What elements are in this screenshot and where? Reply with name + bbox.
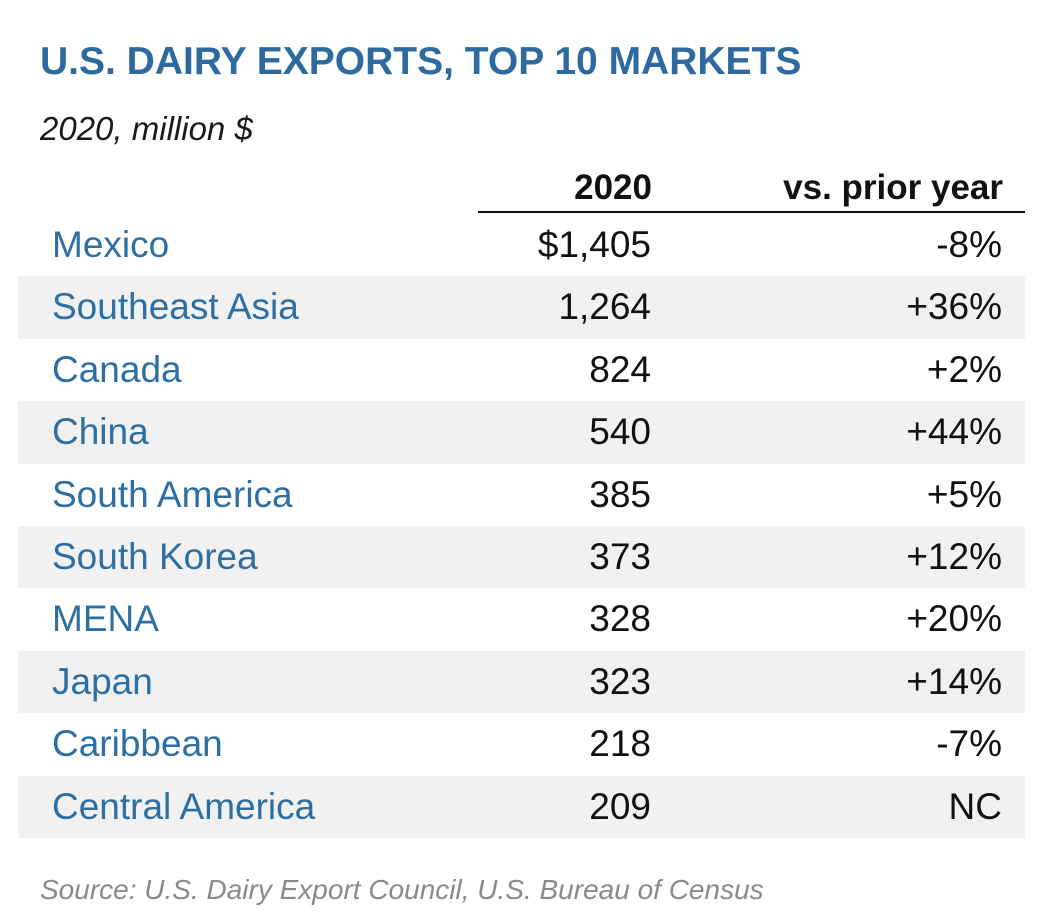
table-row: Caribbean 218 -7% bbox=[18, 713, 1025, 775]
export-value: 209 bbox=[589, 785, 651, 827]
change-vs-prior-year: +12% bbox=[906, 535, 1002, 577]
header-divider bbox=[478, 211, 1025, 213]
table-row: China 540 +44% bbox=[18, 401, 1025, 464]
table-row: Southeast Asia 1,264 +36% bbox=[18, 276, 1025, 339]
export-value: 1,264 bbox=[558, 286, 651, 328]
export-value: 540 bbox=[589, 411, 651, 453]
chart-title: U.S. DAIRY EXPORTS, TOP 10 MARKETS bbox=[40, 40, 802, 83]
table-row: South Korea 373 +12% bbox=[18, 525, 1025, 589]
table-row: South America 385 +5% bbox=[18, 464, 1025, 526]
change-vs-prior-year: +36% bbox=[906, 286, 1002, 328]
exports-table: Mexico $1,405 -8% Southeast Asia 1,264 +36% Ca… bbox=[18, 214, 1025, 838]
market-name: Caribbean bbox=[52, 723, 223, 765]
market-name: South Korea bbox=[52, 535, 258, 577]
change-vs-prior-year: NC bbox=[948, 785, 1002, 827]
column-header-vs-prior-year: vs. prior year bbox=[783, 168, 1003, 207]
market-name: Southeast Asia bbox=[52, 286, 299, 328]
market-name: MENA bbox=[52, 598, 159, 640]
market-name: Central America bbox=[52, 785, 316, 827]
change-vs-prior-year: -7% bbox=[936, 723, 1002, 765]
change-vs-prior-year: +2% bbox=[926, 348, 1002, 390]
change-vs-prior-year: -8% bbox=[936, 224, 1002, 265]
market-name: South America bbox=[52, 473, 293, 515]
export-value: $1,405 bbox=[537, 224, 651, 265]
change-vs-prior-year: +44% bbox=[906, 411, 1002, 453]
table-row: Central America 209 NC bbox=[18, 775, 1025, 838]
market-name: Canada bbox=[52, 348, 182, 390]
market-name: China bbox=[52, 411, 149, 453]
export-value: 218 bbox=[589, 723, 651, 765]
table-row: Mexico $1,405 -8% bbox=[18, 214, 1025, 276]
source-note: Source: U.S. Dairy Export Council, U.S. … bbox=[40, 874, 764, 905]
export-value: 824 bbox=[589, 348, 651, 390]
change-vs-prior-year: +14% bbox=[906, 660, 1002, 702]
market-name: Mexico bbox=[52, 224, 170, 265]
column-header-2020: 2020 bbox=[574, 168, 652, 207]
export-value: 328 bbox=[589, 598, 651, 640]
change-vs-prior-year: +20% bbox=[906, 598, 1002, 640]
table-row: Japan 323 +14% bbox=[18, 650, 1025, 714]
export-value: 323 bbox=[589, 660, 651, 702]
market-name: Japan bbox=[52, 660, 153, 702]
export-value: 373 bbox=[589, 535, 651, 577]
change-vs-prior-year: +5% bbox=[926, 473, 1002, 515]
export-value: 385 bbox=[589, 473, 651, 515]
table-row: MENA 328 +20% bbox=[18, 588, 1025, 650]
table-row: Canada 824 +2% bbox=[18, 339, 1025, 401]
chart-subtitle: 2020, million $ bbox=[40, 110, 253, 147]
